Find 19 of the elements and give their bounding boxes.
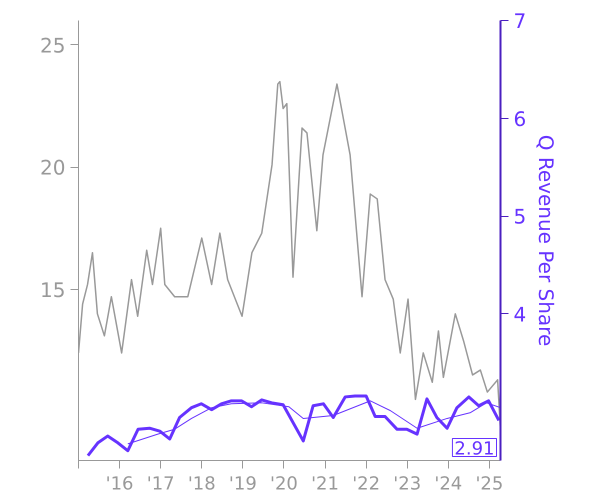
- y-tick-label: 20: [40, 156, 66, 180]
- y2-tick-label: 6: [514, 106, 526, 131]
- y2-tick-label: 5: [514, 204, 526, 229]
- y2-tick-label: 7: [514, 9, 526, 33]
- x-tick-label: '20: [270, 474, 298, 494]
- x-tick-label: '21: [311, 474, 339, 494]
- y-tick-label: 15: [40, 278, 66, 302]
- x-tick-label: '25: [475, 474, 504, 494]
- y2-tick-label: 4: [514, 302, 526, 326]
- x-tick-label: '19: [228, 474, 257, 494]
- x-tick-label: '17: [146, 474, 175, 494]
- x-tick-label: '24: [434, 474, 462, 494]
- x-tick-label: '22: [352, 474, 380, 494]
- y-tick-label: 25: [40, 33, 66, 58]
- annotation: 2.91: [454, 438, 494, 460]
- y2-axis-title: Q Revenue Per Share: [534, 134, 558, 346]
- x-tick-label: '18: [188, 474, 216, 494]
- x-tick-label: '16: [106, 474, 134, 494]
- x-tick-label: '23: [393, 474, 422, 494]
